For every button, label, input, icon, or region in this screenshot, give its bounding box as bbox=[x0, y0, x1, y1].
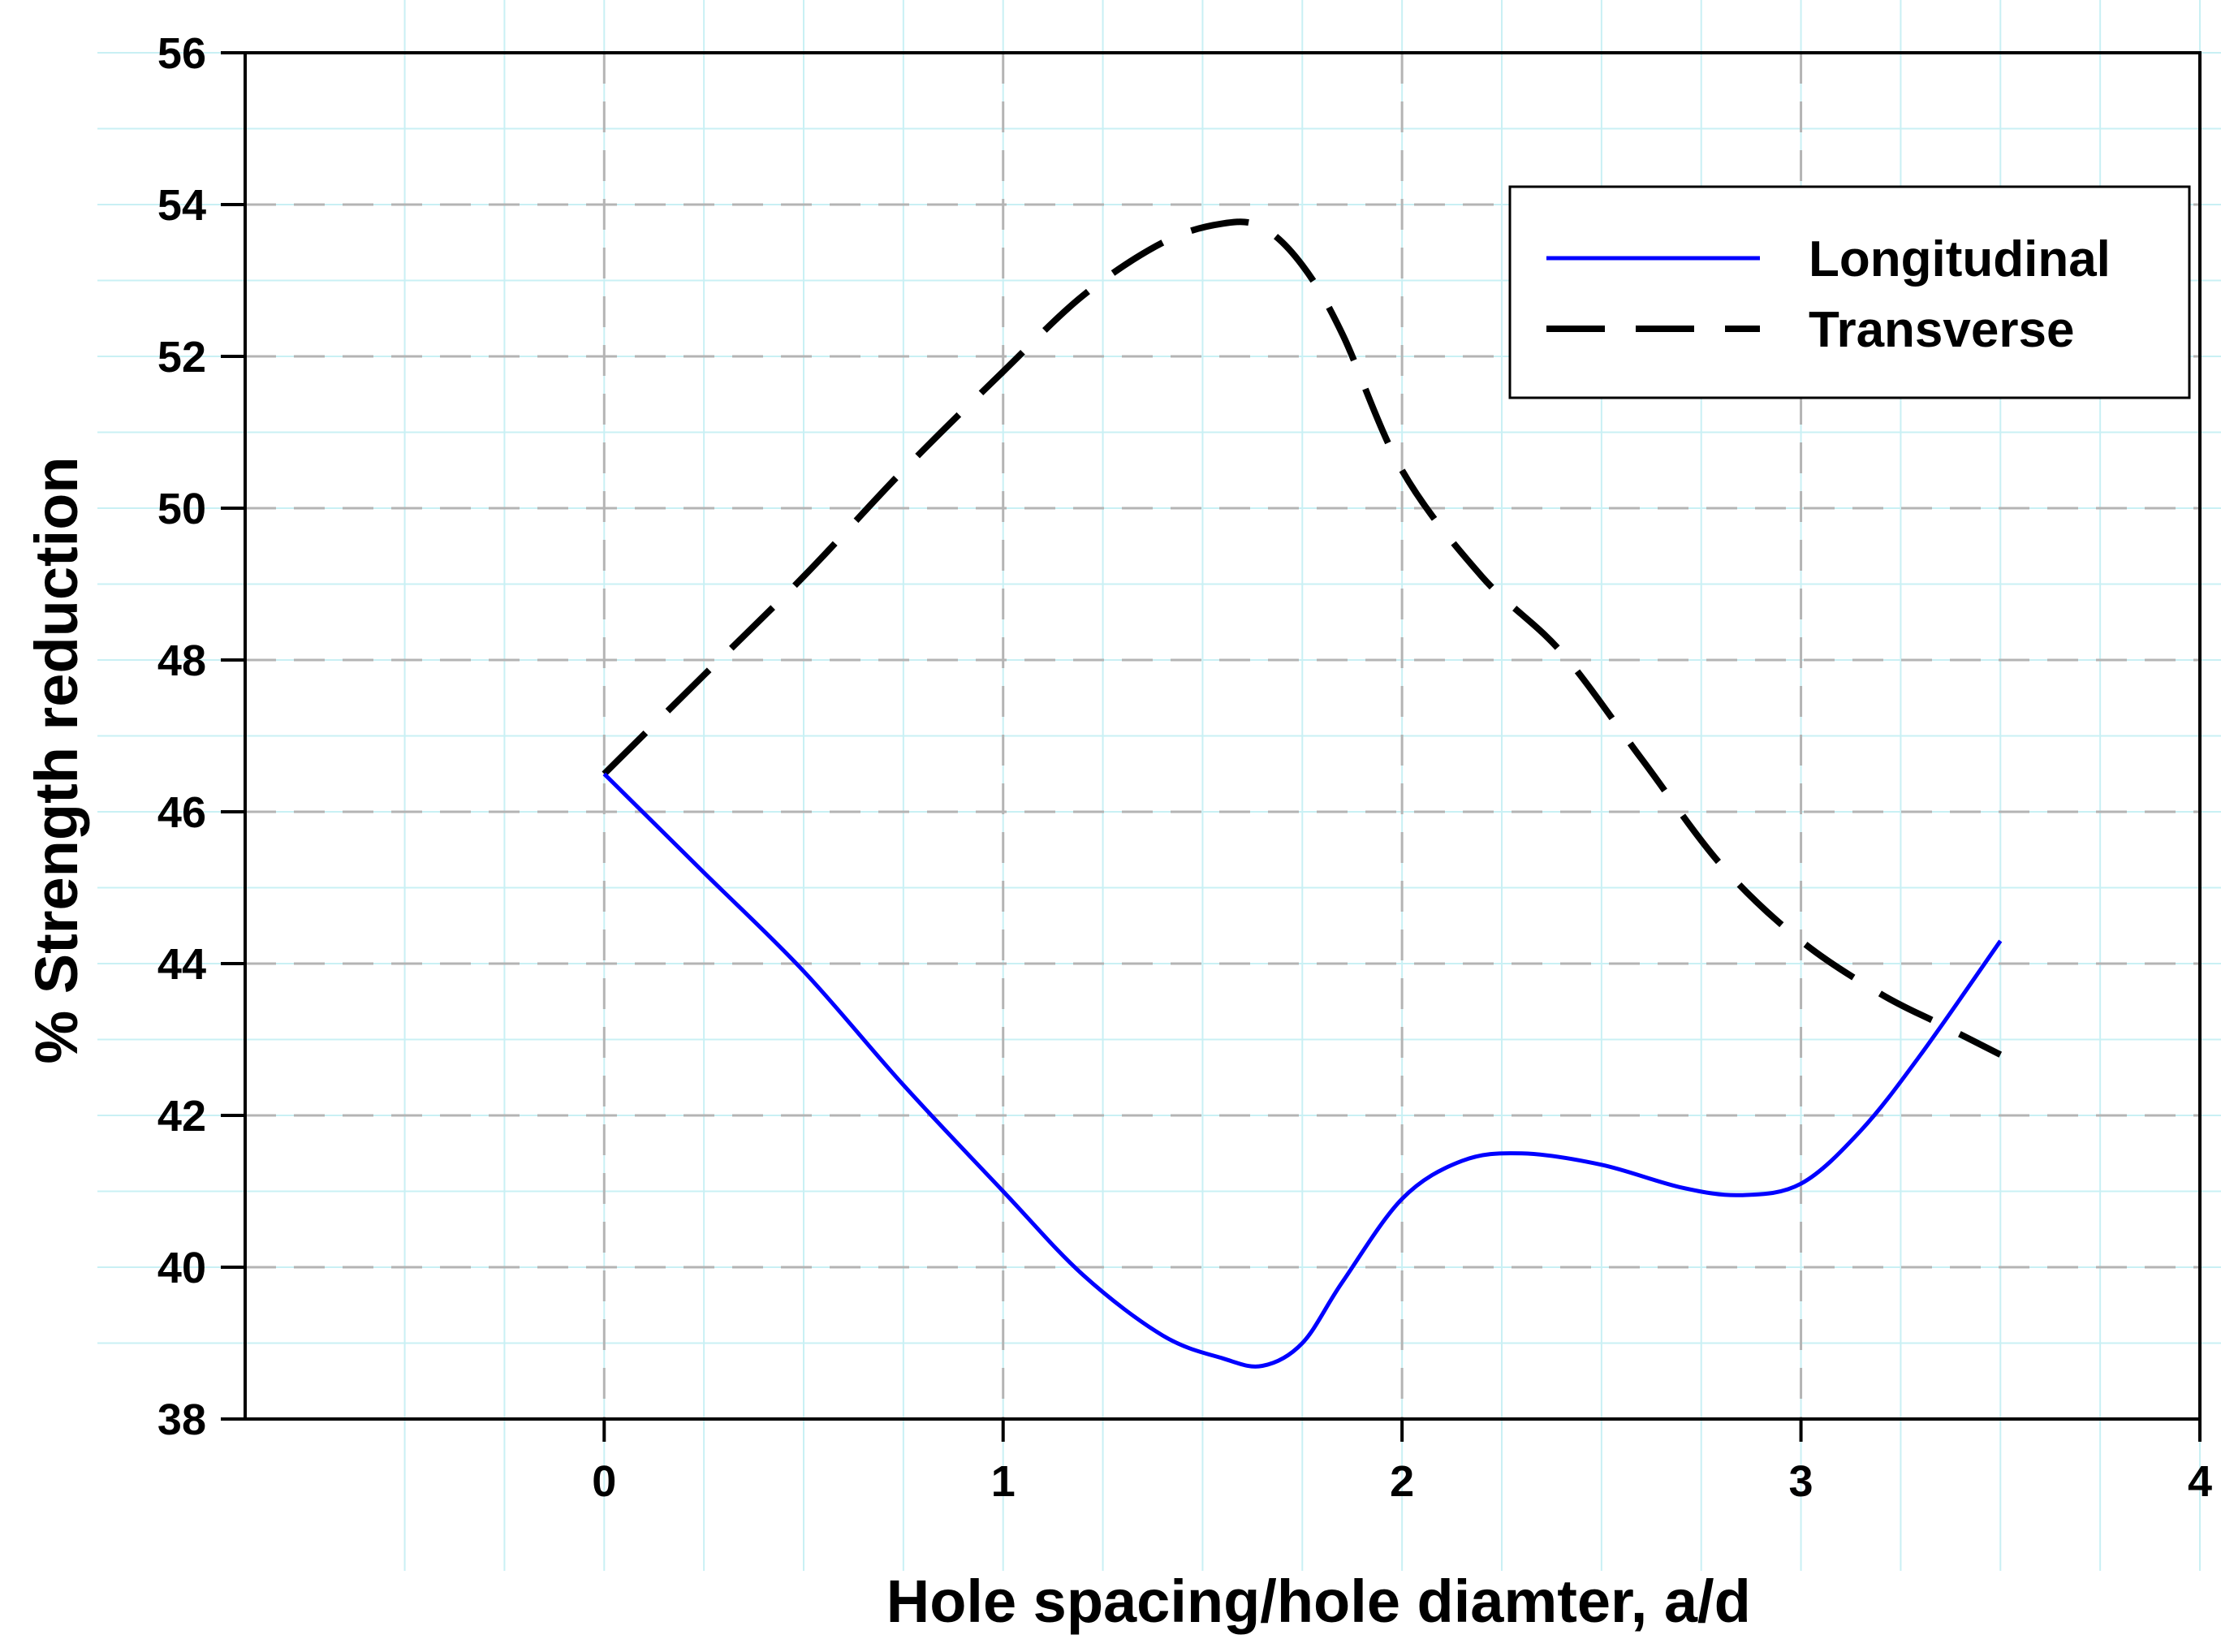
x-tick-label-0: 0 bbox=[592, 1457, 616, 1506]
x-tick-label-4: 4 bbox=[2188, 1457, 2212, 1506]
legend: Longitudinal Transverse bbox=[1508, 185, 2191, 399]
y-tick-label-42: 42 bbox=[157, 1092, 206, 1141]
legend-label-transverse: Transverse bbox=[1809, 302, 2074, 358]
y-tick-label-56: 56 bbox=[157, 29, 206, 78]
y-tick-label-54: 54 bbox=[157, 181, 206, 230]
y-tick-label-40: 40 bbox=[157, 1244, 206, 1292]
y-tick-label-38: 38 bbox=[157, 1395, 206, 1444]
y-tick-label-44: 44 bbox=[157, 940, 206, 989]
x-axis-title: Hole spacing/hole diamter, a/d bbox=[886, 1568, 1751, 1635]
y-axis-title: % Strength reduction bbox=[23, 456, 90, 1063]
series-layer bbox=[602, 218, 2003, 1369]
y-tick-label-46: 46 bbox=[157, 788, 206, 837]
axis-ticks bbox=[221, 51, 2202, 1442]
y-tick-label-48: 48 bbox=[157, 636, 206, 685]
x-tick-labels: 0 1 2 3 4 bbox=[592, 1457, 2212, 1506]
x-tick-label-1: 1 bbox=[991, 1457, 1016, 1506]
major-gridlines bbox=[245, 53, 2200, 1419]
series-line-transverse bbox=[602, 218, 2003, 1058]
y-tick-label-50: 50 bbox=[157, 485, 206, 533]
x-tick-label-2: 2 bbox=[1390, 1457, 1414, 1506]
series-line-longitudinal bbox=[602, 772, 2003, 1369]
legend-label-longitudinal: Longitudinal bbox=[1809, 231, 2111, 287]
x-tick-label-3: 3 bbox=[1789, 1457, 1813, 1506]
plot-frame bbox=[244, 51, 2202, 1421]
y-tick-labels: 38 40 42 44 46 48 50 52 54 56 bbox=[157, 29, 206, 1444]
y-tick-label-52: 52 bbox=[157, 333, 206, 382]
legend-box bbox=[1508, 185, 2191, 399]
